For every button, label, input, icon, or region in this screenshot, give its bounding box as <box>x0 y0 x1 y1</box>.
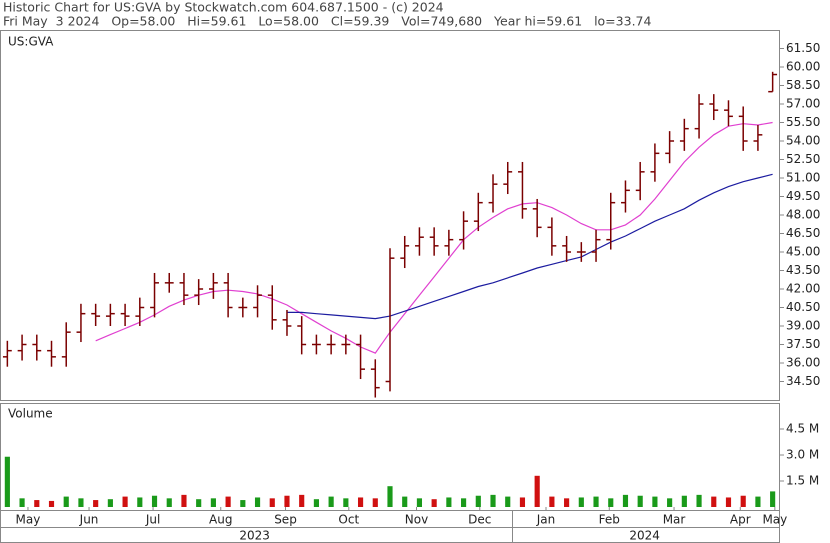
y-tick-label: 43.50 <box>786 263 820 277</box>
y-tick-label: 1.5 M <box>786 474 819 488</box>
volume-bar <box>475 495 481 507</box>
y-tick-label: 49.50 <box>786 189 820 203</box>
y-tick-label: 55.50 <box>786 115 820 129</box>
x-tick-label: Aug <box>209 513 232 527</box>
volume-bar <box>181 494 187 507</box>
year-label: 2023 <box>239 529 270 543</box>
y-tick-label: 48.00 <box>786 208 820 222</box>
x-tick-label: Nov <box>405 513 428 527</box>
volume-bar <box>240 500 246 507</box>
x-tick-label: Jan <box>536 513 556 527</box>
volume-bar <box>416 498 423 507</box>
volume-bar <box>534 475 540 507</box>
volume-bar <box>725 497 732 507</box>
volume-bar <box>372 498 378 507</box>
y-tick-label: 40.50 <box>786 300 820 314</box>
y-tick-label: 51.00 <box>786 171 820 185</box>
volume-bar <box>696 494 702 507</box>
volume-bar <box>387 486 393 507</box>
volume-bar <box>357 497 364 507</box>
volume-label: Volume <box>8 407 53 421</box>
volume-bar <box>490 494 496 507</box>
x-tick-label: Jul <box>145 513 160 527</box>
volume-bar <box>34 500 40 507</box>
header-line: Fri May 3 2024 Op=58.00 Hi=59.61 Lo=58.0… <box>3 14 651 29</box>
volume-bar <box>578 497 584 507</box>
volume-bar <box>254 497 261 507</box>
volume-bar <box>564 498 570 507</box>
volume-bar <box>755 496 761 507</box>
volume-bar <box>549 496 555 507</box>
price-frame <box>0 30 780 401</box>
volume-bar <box>402 496 408 507</box>
volume-bar <box>166 498 172 507</box>
moving-average-line <box>95 121 773 354</box>
volume-bar <box>107 499 113 507</box>
volume-bar <box>667 498 673 507</box>
volume-bar <box>4 456 10 507</box>
x-tick-label: Dec <box>468 513 491 527</box>
volume-bar <box>225 496 231 507</box>
y-tick-label: 36.00 <box>786 356 820 370</box>
y-tick-label: 3.0 M <box>786 448 819 462</box>
y-tick-label: 60.00 <box>786 60 820 74</box>
x-tick-label: Oct <box>338 513 359 527</box>
x-tick-label: Sep <box>274 513 297 527</box>
header-line: Historic Chart for US:GVA by Stockwatch.… <box>3 0 444 15</box>
volume-bar <box>328 496 334 507</box>
y-tick-label: 34.50 <box>786 374 820 388</box>
volume-bar <box>446 497 452 507</box>
x-tick-label: Jun <box>79 513 99 527</box>
volume-bar <box>210 498 216 507</box>
volume-bar <box>122 496 128 507</box>
volume-bar <box>19 498 25 507</box>
volume-bar <box>63 496 69 507</box>
y-tick-label: 4.5 M <box>786 422 819 436</box>
y-tick-label: 52.50 <box>786 152 820 166</box>
volume-bar <box>681 495 687 507</box>
volume-bar <box>78 498 84 507</box>
x-tick-label: Feb <box>599 513 620 527</box>
volume-bar <box>519 497 526 507</box>
volume-bar <box>313 499 319 507</box>
y-tick-label: 45.00 <box>786 245 820 259</box>
volume-bar <box>48 500 55 507</box>
volume-bar <box>652 496 658 507</box>
x-tick-label: May <box>762 513 787 527</box>
volume-bar <box>269 498 275 507</box>
year-label: 2024 <box>629 529 660 543</box>
volume-bar <box>770 491 776 507</box>
volume-bar <box>711 496 717 507</box>
y-tick-label: 39.00 <box>786 319 820 333</box>
volume-bar <box>593 496 599 507</box>
y-tick-label: 57.00 <box>786 97 820 111</box>
symbol-label: US:GVA <box>8 35 54 49</box>
volume-bar <box>505 496 511 507</box>
x-tick-label: Mar <box>663 513 686 527</box>
volume-bar <box>343 498 349 507</box>
y-tick-label: 61.50 <box>786 41 820 55</box>
y-tick-label: 46.50 <box>786 226 820 240</box>
volume-bar <box>461 498 467 507</box>
volume-bar <box>740 495 746 507</box>
volume-bar <box>196 499 202 507</box>
volume-bar <box>299 494 305 507</box>
volume-bar <box>284 495 290 507</box>
y-tick-label: 42.00 <box>786 282 820 296</box>
y-tick-label: 54.00 <box>786 134 820 148</box>
x-tick-label: Apr <box>730 513 751 527</box>
volume-bar <box>622 494 629 507</box>
volume-bar <box>137 497 143 507</box>
y-tick-label: 58.50 <box>786 78 820 92</box>
volume-bar <box>608 498 614 507</box>
x-tick-label: May <box>16 513 41 527</box>
volume-bar <box>431 499 437 507</box>
y-tick-label: 37.50 <box>786 337 820 351</box>
moving-average-line <box>287 173 773 320</box>
volume-bar <box>93 500 99 507</box>
volume-bar <box>637 495 643 507</box>
volume-bar <box>151 495 158 507</box>
